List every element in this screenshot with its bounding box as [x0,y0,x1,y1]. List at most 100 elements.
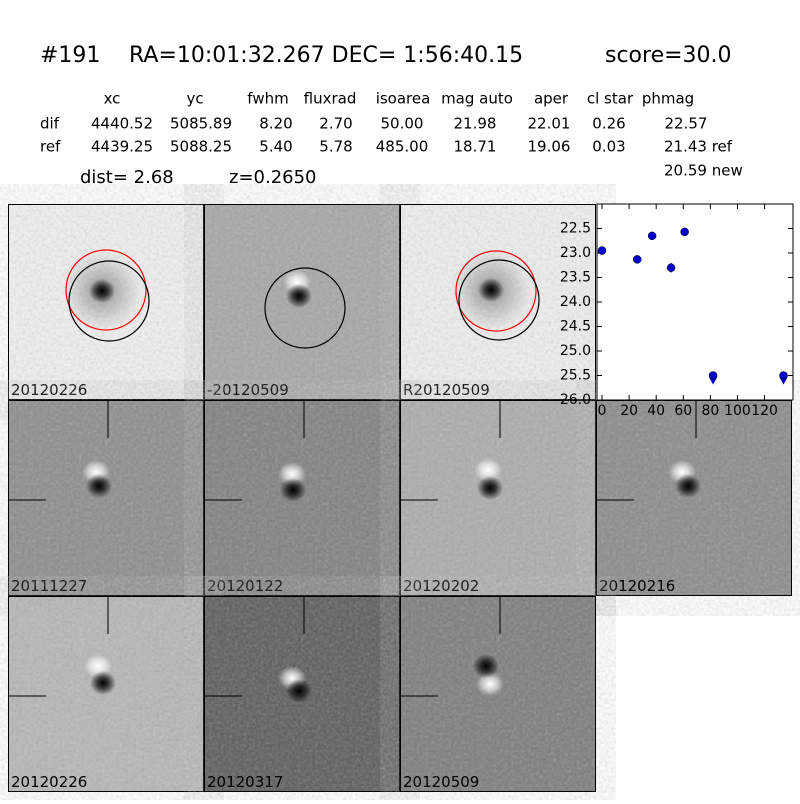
table-cell: 0.26 [592,115,625,133]
table-cell: 0.03 [592,138,625,156]
table-cell: 19.06 [528,138,571,156]
panel-label: 20120122 [207,577,283,595]
panel-frame [400,204,596,400]
score: score=30.0 [605,43,732,68]
dark-spot [478,278,504,302]
y-tick-label: 25.5 [560,368,591,384]
data-point [779,371,788,380]
y-tick-label: 26.0 [560,392,591,408]
panel-frame [204,400,400,596]
panel-label: 20111227 [11,577,87,595]
dark-spot [477,476,503,500]
y-tick-label: 24.5 [560,319,591,335]
column-header: fwhm [247,90,288,108]
panel-label: 20120509 [403,773,479,791]
panel-label: 20120202 [403,577,479,595]
data-point [647,231,657,241]
bright-spot [474,458,502,482]
plot-area [596,203,794,401]
x-tick-label: 40 [647,403,665,419]
row-label: dif [40,115,60,133]
y-tick-label: 25.0 [560,343,591,359]
column-header: yc [186,90,203,108]
y-tick-label: 24.0 [560,294,591,310]
column-header: isoarea [376,90,431,108]
aperture-circle [455,250,537,332]
panel-frame [8,596,204,792]
row-label: ref [40,138,61,156]
dark-spot [286,284,312,308]
dark-spot [86,474,112,498]
x-tick-label: 60 [674,403,692,419]
dark-spot [89,279,115,303]
panel-frame [8,400,204,596]
table-cell: 22.01 [528,115,571,133]
data-point [708,371,718,380]
y-tick-label: 23.0 [560,245,591,261]
table-cell: 18.71 [454,138,497,156]
y-tick-label: 23.5 [560,270,591,286]
data-point [666,263,676,272]
dark-spot [473,654,499,678]
panel-label: R20120509 [403,381,490,399]
image-panel: 20120202 [400,400,596,596]
x-tick-label: 120 [751,403,778,419]
aperture-circle [65,249,147,331]
image-panel: 20111227 [8,400,204,596]
table-cell: 50.00 [381,115,424,133]
image-noise [596,400,792,596]
column-header: mag auto [441,90,513,108]
redshift: z=0.2650 [229,167,317,188]
table-cell: 8.20 [259,115,292,133]
image-panel: 20120226 [8,596,204,792]
coordinates: RA=10:01:32.267 DEC= 1:56:40.15 [129,43,523,68]
image-panel: 20120122 [204,400,400,596]
table-cell: 4439.25 [91,138,153,156]
x-tick-label: 80 [701,403,719,419]
panel-label: -20120509 [207,381,289,399]
aperture-circle [458,259,540,341]
table-cell: 485.00 [376,138,429,156]
column-header: xc [104,90,121,108]
bright-spot [476,672,504,696]
y-tick-label: 22.5 [560,221,591,237]
table-cell: 4440.52 [91,115,153,133]
panel-label: 20120226 [11,381,87,399]
dark-spot [280,478,306,502]
new-mag: 20.59 new [664,162,743,180]
image-noise [400,400,596,596]
table-cell: 21.98 [454,115,497,133]
table-cell: 2.70 [319,115,352,133]
dark-spot [286,679,312,703]
panel-label: 20120226 [11,773,87,791]
column-header: cl star [587,90,634,108]
panel-frame [400,400,596,596]
panel-frame [204,596,400,792]
panel-label: 20120216 [599,577,675,595]
data-point [680,227,689,237]
dist: dist= 2.68 [80,167,174,188]
table-cell: 5.40 [259,138,292,156]
aperture-circle [68,260,150,342]
x-tick-label: 20 [620,403,638,419]
image-noise [8,400,204,596]
column-header: aper [534,90,569,108]
image-panel: R20120509 [400,204,596,400]
column-header: fluxrad [304,90,357,108]
image-panel: 20120216 [596,400,792,596]
x-tick-label: 0 [598,403,607,419]
data-point [632,255,642,264]
table-cell: 5085.89 [170,115,232,133]
dark-spot [90,671,116,695]
table-cell: 22.57 [665,115,708,133]
image-panel: 20120226 [8,204,204,400]
x-tick-label: 100 [724,403,751,419]
object-id: #191 [40,43,100,68]
light-curve: 22.5 23.0 23.5 24.0 24.5 25.0 25.5 26.0 0 20 40 60 8… [560,203,794,419]
panel-frame [400,596,596,792]
panel-frame [8,204,204,400]
table-cell: 21.43 ref [664,138,733,156]
image-noise [400,596,596,792]
